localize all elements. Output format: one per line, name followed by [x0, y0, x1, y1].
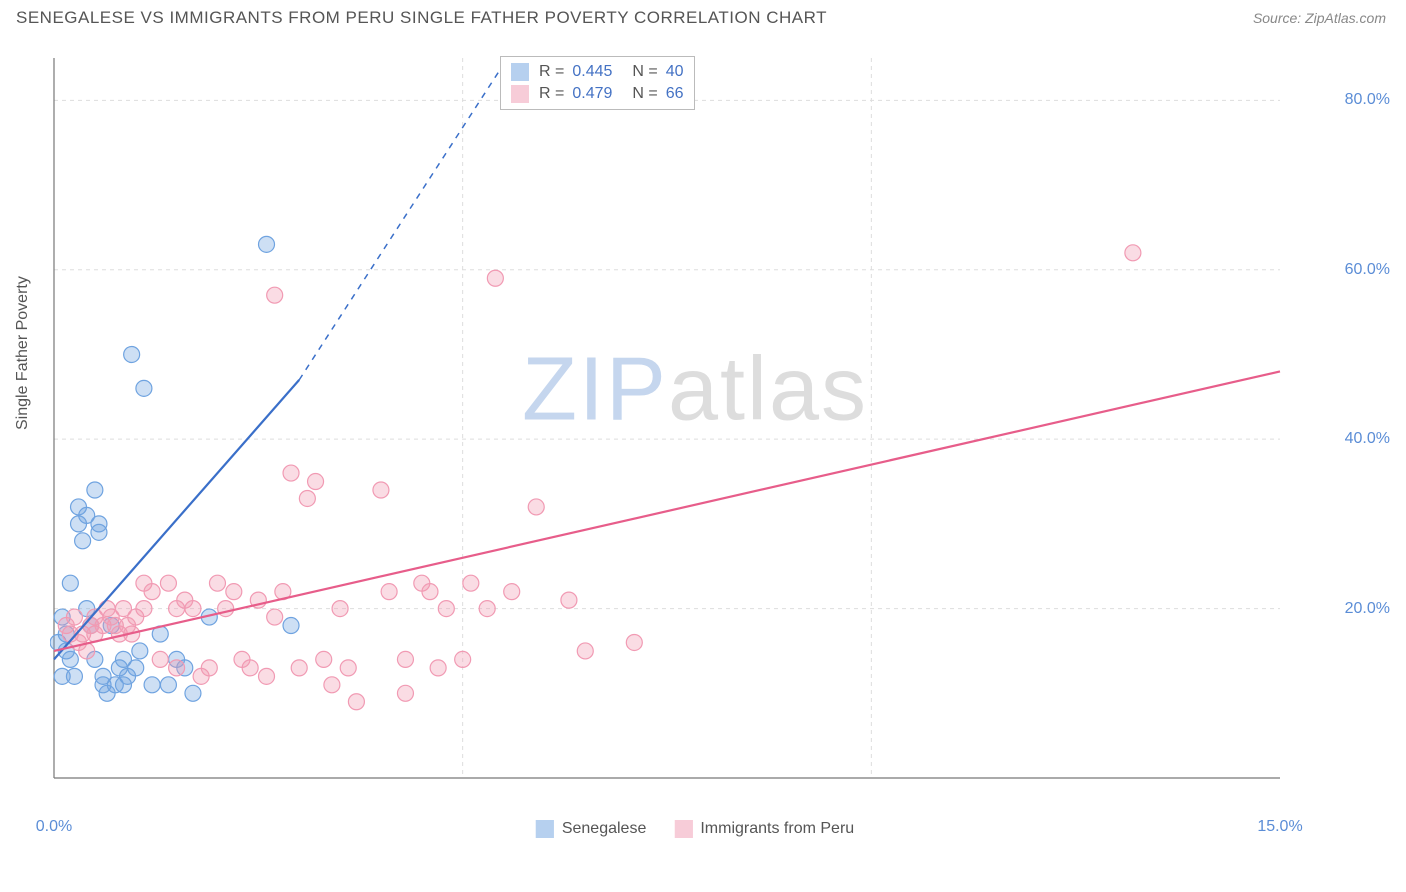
scatter-point — [324, 677, 340, 693]
scatter-point — [209, 575, 225, 591]
y-tick-label: 80.0% — [1345, 91, 1390, 109]
scatter-point — [160, 575, 176, 591]
scatter-point — [62, 575, 78, 591]
scatter-point — [62, 651, 78, 667]
stats-row: R = 0.445 N = 40 — [511, 61, 684, 83]
x-tick-label: 15.0% — [1257, 818, 1302, 836]
scatter-point — [136, 380, 152, 396]
scatter-point — [124, 346, 140, 362]
scatter-point — [201, 660, 217, 676]
y-tick-label: 60.0% — [1345, 261, 1390, 279]
scatter-point — [267, 609, 283, 625]
legend-item: Senegalese — [536, 820, 647, 838]
scatter-point — [160, 677, 176, 693]
trend-line-extrapolated — [299, 58, 507, 380]
legend-label: Senegalese — [562, 820, 647, 838]
stat-r-value: 0.445 — [572, 63, 612, 81]
scatter-point — [267, 287, 283, 303]
scatter-point — [381, 584, 397, 600]
scatter-point — [226, 584, 242, 600]
scatter-point — [316, 651, 332, 667]
scatter-point — [144, 584, 160, 600]
scatter-point — [626, 634, 642, 650]
scatter-point — [54, 668, 70, 684]
scatter-point — [169, 660, 185, 676]
scatter-point — [397, 651, 413, 667]
scatter-point — [91, 516, 107, 532]
y-axis-label: Single Father Poverty — [14, 276, 32, 430]
scatter-point — [185, 601, 201, 617]
scatter-plot-svg — [50, 48, 1340, 808]
scatter-point — [487, 270, 503, 286]
stat-n-label: N = — [632, 63, 657, 81]
stat-n-value: 40 — [666, 63, 684, 81]
stat-n-value: 66 — [666, 85, 684, 103]
scatter-point — [373, 482, 389, 498]
scatter-point — [332, 601, 348, 617]
scatter-point — [455, 651, 471, 667]
scatter-point — [430, 660, 446, 676]
scatter-point — [577, 643, 593, 659]
stat-r-label: R = — [539, 63, 564, 81]
scatter-point — [136, 601, 152, 617]
legend-label: Immigrants from Peru — [700, 820, 854, 838]
scatter-point — [75, 533, 91, 549]
scatter-point — [242, 660, 258, 676]
bottom-legend: Senegalese Immigrants from Peru — [536, 820, 854, 838]
stat-r-value: 0.479 — [572, 85, 612, 103]
scatter-point — [397, 685, 413, 701]
scatter-point — [283, 465, 299, 481]
legend-swatch — [674, 820, 692, 838]
scatter-point — [308, 474, 324, 490]
scatter-point — [152, 651, 168, 667]
scatter-point — [291, 660, 307, 676]
scatter-point — [87, 482, 103, 498]
scatter-point — [561, 592, 577, 608]
scatter-point — [463, 575, 479, 591]
scatter-point — [283, 618, 299, 634]
scatter-point — [66, 609, 82, 625]
chart-source: Source: ZipAtlas.com — [1253, 10, 1386, 26]
scatter-point — [185, 685, 201, 701]
legend-swatch — [511, 63, 529, 81]
scatter-point — [528, 499, 544, 515]
scatter-point — [438, 601, 454, 617]
y-tick-label: 40.0% — [1345, 430, 1390, 448]
scatter-point — [504, 584, 520, 600]
scatter-point — [128, 660, 144, 676]
stats-row: R = 0.479 N = 66 — [511, 83, 684, 105]
source-name: ZipAtlas.com — [1305, 10, 1386, 26]
stat-n-label: N = — [632, 85, 657, 103]
scatter-point — [1125, 245, 1141, 261]
legend-swatch — [511, 85, 529, 103]
scatter-point — [422, 584, 438, 600]
chart-title: SENEGALESE VS IMMIGRANTS FROM PERU SINGL… — [16, 8, 827, 28]
scatter-point — [340, 660, 356, 676]
scatter-point — [479, 601, 495, 617]
scatter-point — [259, 236, 275, 252]
scatter-point — [144, 677, 160, 693]
y-tick-label: 20.0% — [1345, 600, 1390, 618]
x-tick-label: 0.0% — [36, 818, 72, 836]
legend-swatch — [536, 820, 554, 838]
source-prefix: Source: — [1253, 10, 1305, 26]
chart-area: ZIPatlas R =0.445N =40R =0.479N =66 Sene… — [50, 48, 1340, 808]
correlation-stats-box: R = 0.445 N = 40 R = 0.479 N = 66 — [500, 56, 695, 110]
scatter-point — [299, 490, 315, 506]
scatter-point — [348, 694, 364, 710]
scatter-point — [259, 668, 275, 684]
legend-item: Immigrants from Peru — [674, 820, 854, 838]
stat-r-label: R = — [539, 85, 564, 103]
scatter-point — [132, 643, 148, 659]
